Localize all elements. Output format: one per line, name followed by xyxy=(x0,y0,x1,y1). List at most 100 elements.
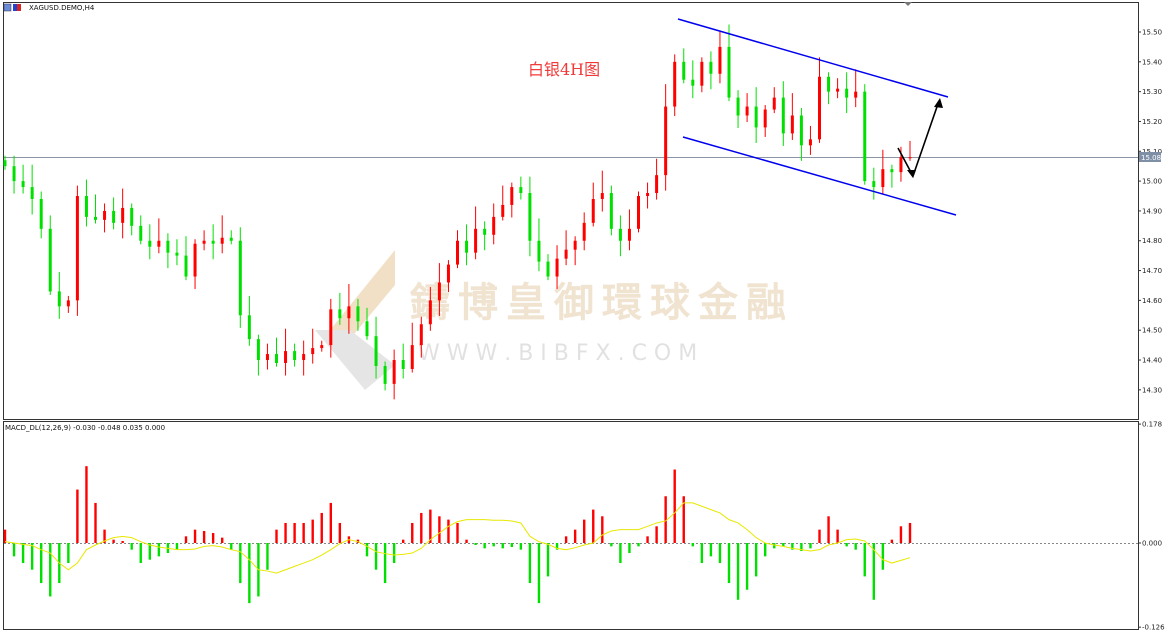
macd-bar xyxy=(827,516,830,543)
candle xyxy=(609,185,613,236)
candle-body xyxy=(781,97,785,134)
current-price-badge xyxy=(1139,152,1161,162)
candle-body xyxy=(383,365,387,384)
macd-bar xyxy=(682,496,685,543)
macd-bar xyxy=(483,543,486,549)
macd-bar xyxy=(890,539,894,543)
candle xyxy=(718,30,722,84)
macd-bar xyxy=(655,526,658,543)
candle-body xyxy=(121,207,125,223)
candle xyxy=(881,149,885,194)
macd-bar xyxy=(619,543,622,564)
candle xyxy=(763,105,767,137)
macd-bar xyxy=(248,543,251,604)
candle-body xyxy=(356,306,360,322)
macd-bar xyxy=(773,543,776,549)
channel-upper-line[interactable] xyxy=(677,18,949,98)
macd-bar xyxy=(899,526,903,543)
candle xyxy=(383,361,387,391)
macd-signal-line xyxy=(4,502,911,574)
macd-bar xyxy=(392,543,396,564)
channel-lower-line[interactable] xyxy=(682,136,957,216)
candle-body xyxy=(591,198,595,223)
candle-body xyxy=(284,351,288,364)
shift-marker-icon[interactable] xyxy=(904,2,912,6)
candle-body xyxy=(691,79,695,86)
candle-body xyxy=(410,345,414,369)
candle xyxy=(781,81,785,146)
chart-icon-blue xyxy=(13,4,17,11)
candle xyxy=(157,218,161,254)
price-tick-label: 15.20 xyxy=(1142,118,1162,126)
candle xyxy=(655,158,659,200)
candle xyxy=(229,230,233,245)
macd-bar xyxy=(275,529,278,543)
candle-body xyxy=(582,222,586,241)
candle xyxy=(202,230,206,251)
candle-body xyxy=(66,300,70,307)
candle xyxy=(39,191,43,239)
candle xyxy=(564,230,568,266)
watermark-logo-shape xyxy=(330,250,395,345)
price-tick-label: 14.30 xyxy=(1142,386,1162,394)
candle xyxy=(311,328,315,364)
watermark: 鑄博皇御環球金融 W W W . B I B F X . C O M xyxy=(315,250,786,390)
candle xyxy=(247,295,251,346)
candle xyxy=(302,340,306,376)
candle xyxy=(727,24,731,102)
candle-body xyxy=(754,106,758,128)
candle-body xyxy=(555,258,559,277)
macd-bar xyxy=(21,543,25,564)
candle xyxy=(890,164,894,188)
candle xyxy=(790,93,794,140)
macd-bar xyxy=(456,522,459,543)
candle xyxy=(474,206,478,260)
candle xyxy=(428,286,432,331)
macd-bar xyxy=(402,539,405,543)
candle-body xyxy=(818,76,821,140)
candle xyxy=(139,215,143,245)
macd-bar xyxy=(320,512,323,543)
macd-bar xyxy=(311,519,314,543)
candle xyxy=(573,236,577,266)
macd-bar xyxy=(184,536,188,543)
candle xyxy=(57,272,61,319)
candle xyxy=(94,194,97,224)
candle xyxy=(365,307,369,340)
arrow-head-down-icon xyxy=(907,170,916,178)
candle xyxy=(329,298,333,358)
candle-body xyxy=(238,240,242,316)
candle-body xyxy=(446,264,450,283)
candle-body xyxy=(329,309,333,346)
candle xyxy=(148,224,152,260)
candle xyxy=(166,233,170,269)
candle-body xyxy=(84,196,88,217)
candle-body xyxy=(772,97,776,110)
candle xyxy=(736,90,740,129)
forecast-arrow[interactable] xyxy=(897,100,940,178)
macd-bar xyxy=(881,543,885,570)
candle xyxy=(401,343,405,379)
macd-tick-label: 0.000 xyxy=(1142,540,1162,548)
candle-body xyxy=(845,88,849,98)
candle xyxy=(555,245,559,290)
window-icon xyxy=(3,3,12,12)
macd-bar xyxy=(718,543,722,564)
candle-body xyxy=(682,61,686,80)
candle-body xyxy=(30,187,34,199)
candle-body xyxy=(664,106,668,176)
price-tick-label: 14.50 xyxy=(1142,327,1162,335)
macd-bar xyxy=(157,543,161,557)
candle-body xyxy=(609,193,613,229)
candle-body xyxy=(265,354,269,361)
candle-body xyxy=(247,315,251,340)
candle xyxy=(872,167,876,200)
current-price-label: 15.08 xyxy=(1141,154,1161,162)
candle-body xyxy=(419,324,423,346)
candle xyxy=(637,191,640,233)
candle-body xyxy=(139,225,143,241)
macd-bar xyxy=(365,543,369,557)
candle-body xyxy=(899,157,903,173)
macd-bar xyxy=(519,543,523,550)
